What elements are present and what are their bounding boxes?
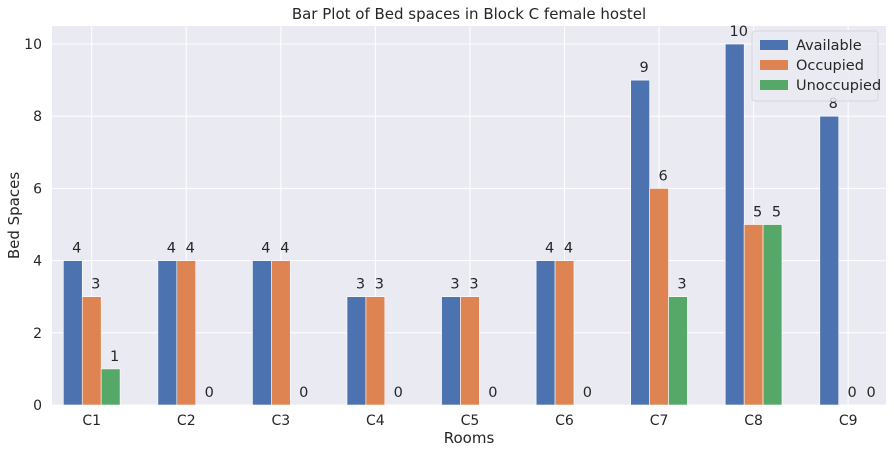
data-label: 1 xyxy=(110,349,119,365)
bar-occupied-c2 xyxy=(176,260,197,406)
x-tick-label: C5 xyxy=(461,413,480,429)
data-label: 9 xyxy=(640,60,649,76)
y-axis-label: Bed Spaces xyxy=(5,172,23,260)
x-axis-label: Rooms xyxy=(444,429,495,447)
bar-available-c9 xyxy=(819,115,840,406)
data-label: 3 xyxy=(91,277,100,293)
data-label: 4 xyxy=(564,241,573,257)
bar-available-c5 xyxy=(441,296,461,406)
bar-occupied-c7 xyxy=(649,188,669,406)
y-tick-label: 6 xyxy=(33,181,42,197)
bar-available-c6 xyxy=(535,260,556,406)
x-tick-label: C3 xyxy=(271,413,290,429)
data-label: 10 xyxy=(729,24,747,40)
data-label: 3 xyxy=(450,277,459,293)
legend-label: Unoccupied xyxy=(796,78,881,94)
x-tick-label: C2 xyxy=(177,413,196,429)
y-tick-label: 0 xyxy=(33,398,42,414)
bar-occupied-c1 xyxy=(81,296,102,406)
data-label: 8 xyxy=(829,96,838,112)
data-label: 4 xyxy=(261,241,270,257)
data-label: 0 xyxy=(205,385,214,401)
y-tick-label: 2 xyxy=(33,326,42,342)
y-tick-label: 8 xyxy=(33,109,42,125)
bar-occupied-c5 xyxy=(460,296,480,406)
data-label: 0 xyxy=(583,385,592,401)
x-tick-label: C4 xyxy=(366,413,385,429)
legend-swatch xyxy=(760,40,788,50)
data-label: 0 xyxy=(848,385,857,401)
y-tick-labels: 0 2 4 6 8 10 xyxy=(24,37,42,414)
data-label: 4 xyxy=(280,241,289,257)
data-label: 3 xyxy=(375,277,384,293)
data-label: 0 xyxy=(488,385,497,401)
bar-unoccupied-c7 xyxy=(668,296,688,406)
bar-occupied-c4 xyxy=(365,296,386,406)
x-tick-label: C1 xyxy=(82,413,101,429)
bar-available-c1 xyxy=(63,260,83,406)
bar-available-c4 xyxy=(346,296,367,406)
data-label: 4 xyxy=(545,241,554,257)
x-tick-label: C8 xyxy=(744,413,763,429)
legend: Available Occupied Unoccupied xyxy=(751,30,881,102)
bar-unoccupied-c1 xyxy=(100,368,121,406)
bar-available-c7 xyxy=(630,79,650,406)
data-label: 4 xyxy=(186,241,195,257)
x-tick-labels: C1 C2 C3 C4 C5 C6 C7 C8 C9 xyxy=(82,413,857,429)
chart-title: Bar Plot of Bed spaces in Block C female… xyxy=(292,5,646,23)
legend-label: Occupied xyxy=(796,58,864,74)
bar-available-c3 xyxy=(252,260,272,406)
y-tick-label: 4 xyxy=(33,254,42,270)
data-label: 3 xyxy=(469,277,478,293)
bar-available-c8 xyxy=(724,43,745,406)
x-tick-label: C6 xyxy=(555,413,574,429)
data-label: 6 xyxy=(658,168,667,184)
bars xyxy=(63,43,840,406)
legend-label: Available xyxy=(796,38,862,54)
data-label: 3 xyxy=(356,277,365,293)
x-tick-label: C9 xyxy=(839,413,858,429)
legend-swatch xyxy=(760,60,788,70)
x-tick-label: C7 xyxy=(650,413,669,429)
y-tick-label: 10 xyxy=(24,37,42,53)
data-label: 4 xyxy=(72,241,81,257)
data-label: 5 xyxy=(753,205,762,221)
data-label: 3 xyxy=(677,277,686,293)
bar-occupied-c8 xyxy=(743,224,764,406)
data-label: 0 xyxy=(866,385,875,401)
data-label: 4 xyxy=(167,241,176,257)
bar-unoccupied-c8 xyxy=(762,224,783,406)
legend-swatch xyxy=(760,80,788,90)
data-label: 5 xyxy=(772,205,781,221)
data-label: 0 xyxy=(299,385,308,401)
bar-occupied-c6 xyxy=(554,260,575,406)
bar-available-c2 xyxy=(157,260,178,406)
data-label: 0 xyxy=(394,385,403,401)
bar-occupied-c3 xyxy=(271,260,291,406)
